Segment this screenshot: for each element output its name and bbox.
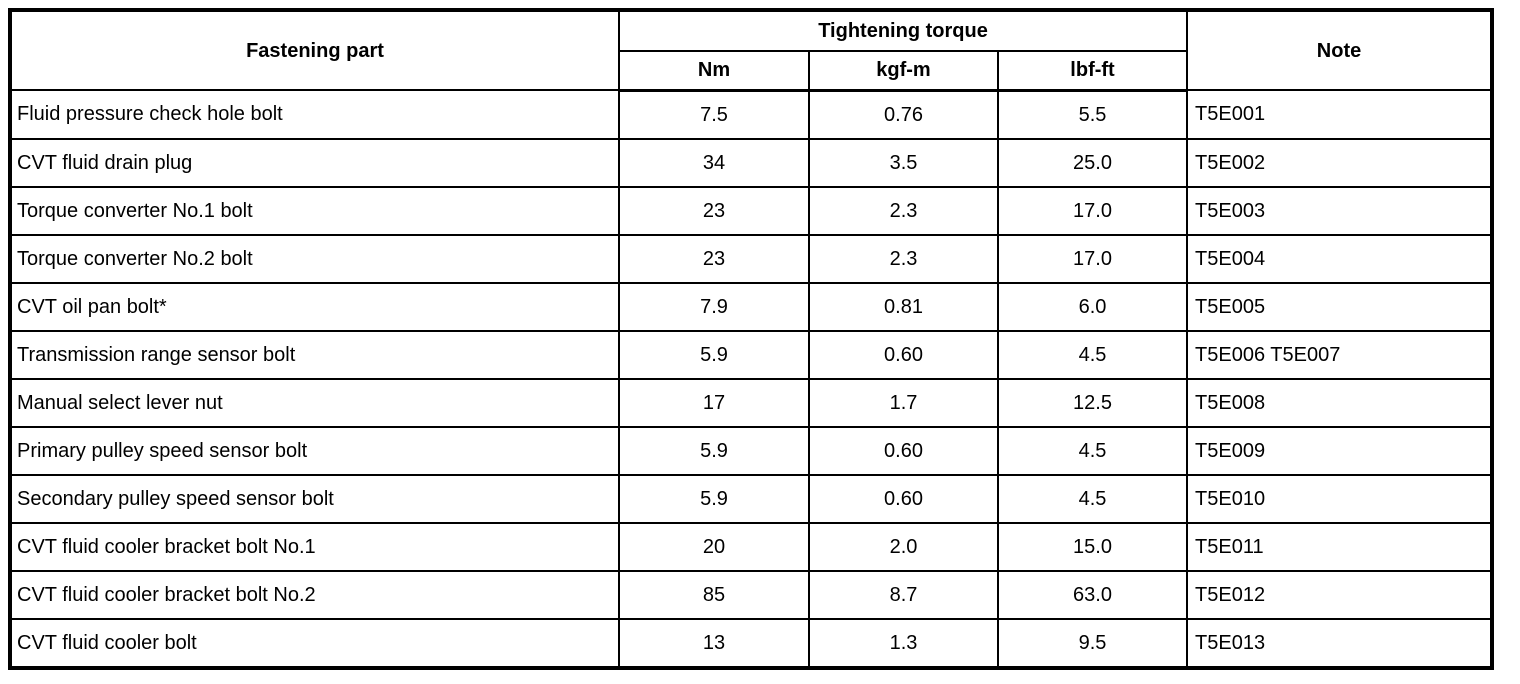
lbfft-value-cell: 5.5	[996, 89, 1189, 140]
note-cell: T5E006 T5E007	[1186, 329, 1494, 380]
nm-value-cell: 7.9	[618, 281, 810, 332]
nm-value-cell: 20	[618, 521, 810, 572]
lbfft-value-cell: 6.0	[996, 281, 1189, 332]
fastening-part-cell: Secondary pulley speed sensor bolt	[9, 473, 620, 524]
column-header-lbfft: lbf-ft	[996, 50, 1189, 92]
lbfft-value-cell: 17.0	[996, 185, 1189, 236]
lbfft-value-cell: 15.0	[996, 521, 1189, 572]
note-cell: T5E008	[1186, 377, 1494, 428]
nm-value-cell: 34	[618, 137, 810, 188]
table-row: Transmission range sensor bolt 5.9 0.60 4.5…	[9, 329, 1494, 380]
nm-value-cell: 85	[618, 569, 810, 620]
kgfm-value-cell: 0.76	[808, 89, 999, 140]
kgfm-value-cell: 2.3	[808, 233, 999, 284]
note-cell: T5E005	[1186, 281, 1494, 332]
nm-value-cell: 7.5	[618, 89, 810, 140]
table-row: Fluid pressure check hole bolt 7.5 0.76 5.5…	[9, 89, 1494, 140]
column-header-fastening-part: Fastening part	[9, 9, 620, 91]
lbfft-value-cell: 25.0	[996, 137, 1189, 188]
lbfft-value-cell: 17.0	[996, 233, 1189, 284]
nm-value-cell: 13	[618, 617, 810, 669]
header-row-units: Nm kgf-m lbf-ft	[10, 50, 1492, 92]
fastening-part-cell: Manual select lever nut	[9, 377, 620, 428]
fastening-part-cell: CVT fluid drain plug	[9, 137, 620, 188]
note-cell: T5E003	[1186, 185, 1494, 236]
nm-value-cell: 17	[618, 377, 810, 428]
nm-value-cell: 5.9	[618, 473, 810, 524]
kgfm-value-cell: 0.60	[808, 329, 999, 380]
note-cell: T5E009	[1186, 425, 1494, 476]
lbfft-value-cell: 9.5	[996, 617, 1189, 669]
lbfft-value-cell: 4.5	[996, 425, 1189, 476]
lbfft-value-cell: 12.5	[996, 377, 1189, 428]
table-row: Primary pulley speed sensor bolt 5.9 0.60 4…	[9, 425, 1494, 476]
kgfm-value-cell: 2.0	[808, 521, 999, 572]
fastening-part-cell: CVT fluid cooler bolt	[9, 617, 620, 669]
table-row: CVT fluid drain plug 34 3.5 25.0 T5E002	[9, 137, 1494, 188]
kgfm-value-cell: 3.5	[808, 137, 999, 188]
column-header-kgfm: kgf-m	[808, 50, 999, 92]
fastening-part-cell: Fluid pressure check hole bolt	[9, 89, 620, 140]
table-row: Manual select lever nut 17 1.7 12.5 T5E008	[9, 377, 1494, 428]
kgfm-value-cell: 0.60	[808, 473, 999, 524]
note-cell: T5E002	[1186, 137, 1494, 188]
fastening-part-cell: Transmission range sensor bolt	[9, 329, 620, 380]
kgfm-value-cell: 1.7	[808, 377, 999, 428]
nm-value-cell: 5.9	[618, 425, 810, 476]
fastening-part-cell: CVT fluid cooler bracket bolt No.2	[9, 569, 620, 620]
kgfm-value-cell: 0.60	[808, 425, 999, 476]
table-row: CVT fluid cooler bracket bolt No.2 85 8.7 6…	[9, 569, 1494, 620]
fastening-part-cell: Primary pulley speed sensor bolt	[9, 425, 620, 476]
kgfm-value-cell: 2.3	[808, 185, 999, 236]
fastening-part-cell: CVT oil pan bolt*	[9, 281, 620, 332]
note-cell: T5E013	[1186, 617, 1494, 669]
table-body: Fluid pressure check hole bolt 7.5 0.76 5.5…	[9, 89, 1494, 669]
table-row: CVT fluid cooler bolt 13 1.3 9.5 T5E013	[9, 617, 1494, 669]
table-row: CVT fluid cooler bracket bolt No.1 20 2.0 1…	[9, 521, 1494, 572]
tightening-torque-table: Fastening part Tightening torque Note Nm…	[8, 8, 1495, 670]
note-cell: T5E012	[1186, 569, 1494, 620]
column-header-note: Note	[1186, 9, 1494, 91]
note-cell: T5E004	[1186, 233, 1494, 284]
lbfft-value-cell: 63.0	[996, 569, 1189, 620]
lbfft-value-cell: 4.5	[996, 329, 1189, 380]
table-row: Secondary pulley speed sensor bolt 5.9 0.6…	[9, 473, 1494, 524]
kgfm-value-cell: 1.3	[808, 617, 999, 669]
fastening-part-cell: Torque converter No.2 bolt	[9, 233, 620, 284]
nm-value-cell: 23	[618, 185, 810, 236]
table-row: CVT oil pan bolt* 7.9 0.81 6.0 T5E005	[9, 281, 1494, 332]
fastening-part-cell: CVT fluid cooler bracket bolt No.1	[9, 521, 620, 572]
table-row: Torque converter No.2 bolt 23 2.3 17.0 T5E00…	[9, 233, 1494, 284]
table-header: Fastening part Tightening torque Note Nm…	[9, 9, 1494, 92]
table-row: Torque converter No.1 bolt 23 2.3 17.0 T5E00…	[9, 185, 1494, 236]
nm-value-cell: 23	[618, 233, 810, 284]
kgfm-value-cell: 8.7	[808, 569, 999, 620]
column-header-nm: Nm	[618, 50, 810, 92]
kgfm-value-cell: 0.81	[808, 281, 999, 332]
header-row-top: Fastening part Tightening torque Note	[9, 9, 1494, 91]
lbfft-value-cell: 4.5	[996, 473, 1189, 524]
note-cell: T5E010	[1186, 473, 1494, 524]
note-cell: T5E001	[1186, 89, 1494, 140]
note-cell: T5E011	[1186, 521, 1494, 572]
column-header-tightening-torque: Tightening torque	[617, 9, 1189, 52]
fastening-part-cell: Torque converter No.1 bolt	[9, 185, 620, 236]
nm-value-cell: 5.9	[618, 329, 810, 380]
